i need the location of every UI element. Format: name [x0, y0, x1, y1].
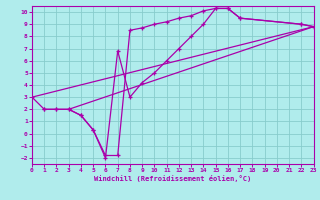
X-axis label: Windchill (Refroidissement éolien,°C): Windchill (Refroidissement éolien,°C) [94, 175, 252, 182]
